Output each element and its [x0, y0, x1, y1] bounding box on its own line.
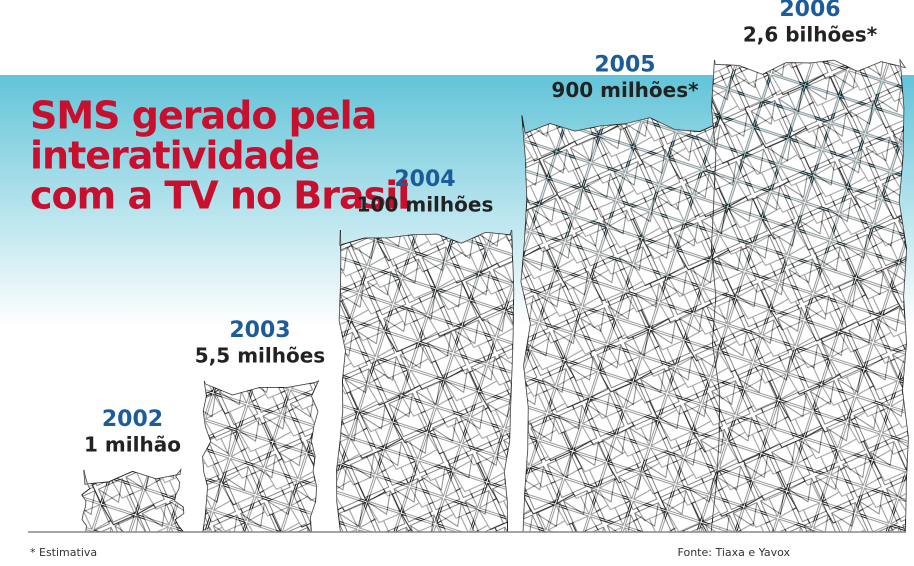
year-label: 2002	[102, 407, 163, 432]
pile-overlay	[711, 60, 909, 533]
value-label: 5,5 milhões	[195, 344, 325, 368]
chart-title: SMS gerado pela	[30, 94, 376, 138]
pile	[81, 468, 185, 533]
value-label: 2,6 bilhões*	[743, 23, 878, 47]
pile-overlay	[336, 230, 514, 532]
year-label: 2004	[394, 167, 455, 192]
pile	[520, 114, 729, 533]
pile	[335, 229, 515, 533]
pile	[202, 380, 320, 533]
pile-overlay	[521, 115, 728, 532]
piles	[81, 58, 909, 533]
pile	[710, 58, 909, 533]
value-label: 100 milhões	[357, 193, 494, 217]
chart-title: interatividade	[30, 134, 319, 178]
year-label: 2006	[779, 0, 840, 22]
pile-overlay	[202, 381, 319, 532]
value-label: 900 milhões*	[551, 78, 699, 102]
pile-overlay	[81, 470, 184, 532]
year-label: 2003	[229, 318, 290, 343]
value-label: 1 milhão	[84, 433, 181, 457]
source: Fonte: Tiaxa e Yavox	[678, 546, 791, 559]
year-label: 2005	[594, 52, 655, 77]
footnote: * Estimativa	[30, 546, 97, 559]
chart-title: com a TV no Brasil	[30, 174, 409, 218]
